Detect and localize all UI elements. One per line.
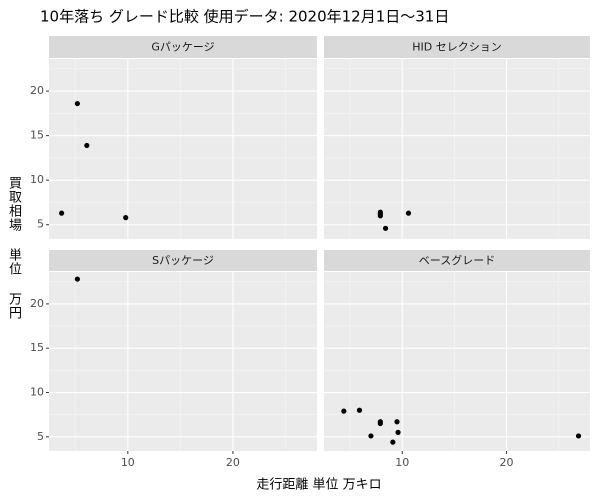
point bbox=[390, 439, 396, 445]
y-tick-label: 10 bbox=[30, 386, 44, 399]
facet-title: Gパッケージ bbox=[151, 41, 214, 54]
panel bbox=[49, 59, 317, 239]
facet-title: Sパッケージ bbox=[152, 254, 214, 267]
x-tick-label: 20 bbox=[500, 456, 514, 469]
chart-title: 10年落ち グレード比較 使用データ: 2020年12月1日～31日 bbox=[40, 8, 449, 26]
y-tick-label: 15 bbox=[30, 129, 44, 142]
facet-title: HID セレクション bbox=[412, 41, 501, 54]
panel bbox=[49, 272, 317, 451]
x-tick-label: 10 bbox=[395, 456, 409, 469]
point bbox=[395, 429, 401, 435]
point bbox=[382, 225, 389, 231]
point bbox=[405, 210, 412, 216]
panel bbox=[324, 272, 590, 451]
x-tick-label: 20 bbox=[226, 456, 240, 469]
point bbox=[377, 420, 383, 427]
y-axis-label: 買取相場 単位 万円 bbox=[6, 176, 21, 320]
facet-strip bbox=[49, 36, 317, 58]
facet-title: ベースグレード bbox=[419, 253, 495, 267]
point bbox=[368, 433, 374, 439]
panel bbox=[324, 59, 590, 239]
point bbox=[341, 408, 347, 414]
y-tick-label: 5 bbox=[37, 218, 44, 231]
point bbox=[84, 142, 90, 149]
y-tick-label: 10 bbox=[30, 173, 44, 186]
point bbox=[356, 407, 363, 413]
facet-strip bbox=[324, 36, 590, 58]
y-tick-label: 5 bbox=[37, 430, 44, 443]
point bbox=[377, 213, 383, 219]
y-tick-label: 20 bbox=[30, 297, 44, 310]
y-tick-label: 15 bbox=[30, 341, 44, 354]
y-tick-label: 20 bbox=[30, 84, 44, 97]
point bbox=[74, 276, 80, 282]
x-axis-label: 走行距離 単位 万キロ bbox=[256, 477, 381, 493]
point bbox=[123, 215, 129, 221]
facet-strip bbox=[49, 250, 317, 271]
point bbox=[59, 210, 65, 216]
point bbox=[575, 433, 582, 439]
x-tick-label: 10 bbox=[121, 456, 135, 469]
point bbox=[394, 419, 400, 425]
facet-strip bbox=[324, 250, 590, 271]
point bbox=[74, 100, 80, 107]
